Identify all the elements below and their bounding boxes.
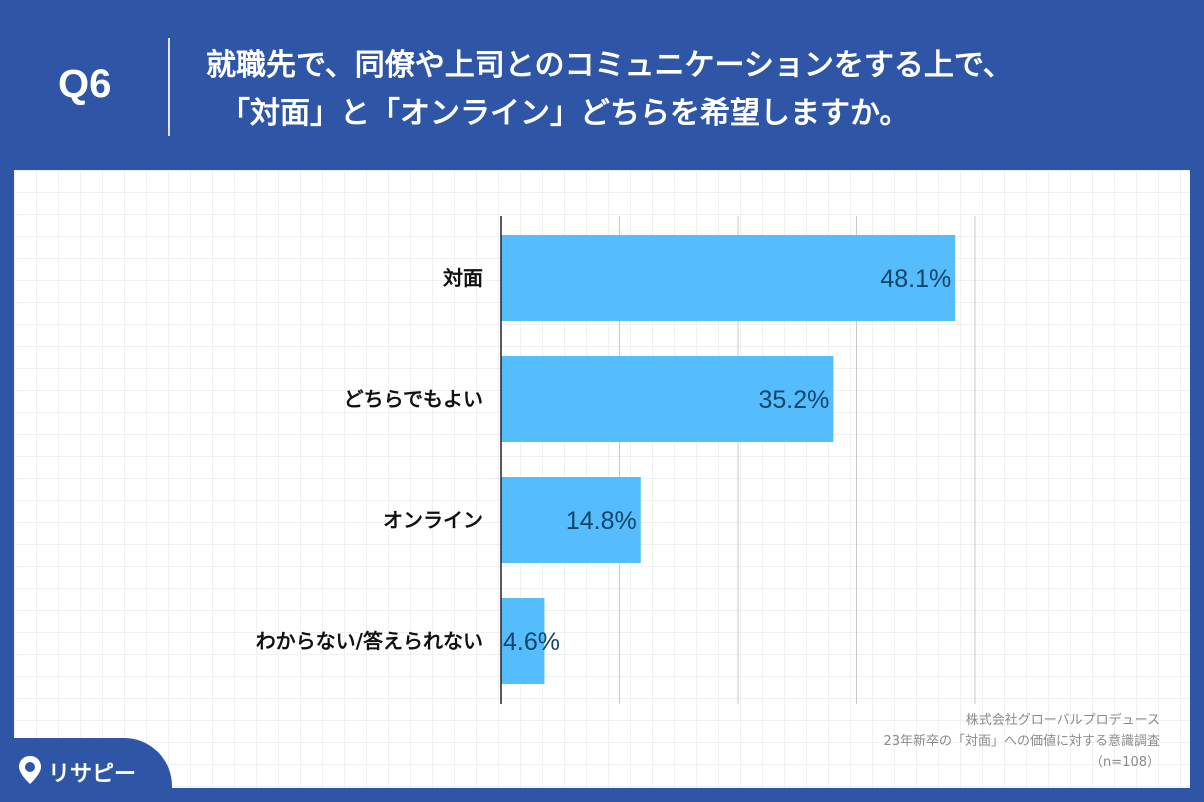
value-label: 35.2%: [759, 386, 830, 414]
question-title-line-2: 「対面」と「オンライン」どちらを希望しますか。: [220, 96, 910, 131]
bar: [501, 235, 956, 321]
logo-text: リサピー: [48, 762, 137, 787]
chart-panel: 対面 48.1% どちらでもよい 35.2% オンライン 14.8% わからない/答えられな…: [14, 170, 1190, 788]
header-divider: [168, 38, 170, 136]
bar-chart: 対面 48.1% どちらでもよい 35.2% オンライン 14.8% わからない/答えられな…: [256, 216, 976, 704]
source-credit: 株式会社グローバルプロデュース 23年新卒の「対面」への価値に対する意識調査 （…: [760, 710, 1160, 773]
category-label: わからない/答えられない: [256, 629, 483, 653]
bars: [501, 235, 956, 684]
bar: [501, 356, 834, 442]
question-header: Q6 就職先で、同僚や上司とのコミュニケーションをする上で、 「対面」と「オンラ…: [0, 0, 1204, 170]
category-label: どちらでもよい: [344, 387, 483, 411]
brand-logo: リサピー: [0, 738, 172, 802]
value-label: 48.1%: [880, 265, 951, 293]
credit-survey: 23年新卒の「対面」への価値に対する意識調査: [883, 734, 1160, 749]
value-label: 4.6%: [503, 628, 560, 656]
credit-sample-size: （n=108）: [1090, 755, 1160, 770]
labels: 対面 48.1% どちらでもよい 35.2% オンライン 14.8% わからない/答えられな…: [256, 265, 952, 656]
category-label: オンライン: [383, 508, 483, 532]
question-number: Q6: [58, 62, 112, 106]
location-pin-icon: [19, 756, 41, 784]
credit-company: 株式会社グローバルプロデュース: [965, 713, 1160, 728]
value-label: 14.8%: [566, 507, 637, 535]
category-label: 対面: [442, 266, 483, 290]
bar: [501, 477, 641, 563]
bar: [501, 598, 545, 684]
question-title: 就職先で、同僚や上司とのコミュニケーションをする上で、 「対面」と「オンライン」…: [206, 42, 1013, 138]
question-title-line-1: 就職先で、同僚や上司とのコミュニケーションをする上で、: [206, 48, 1013, 83]
